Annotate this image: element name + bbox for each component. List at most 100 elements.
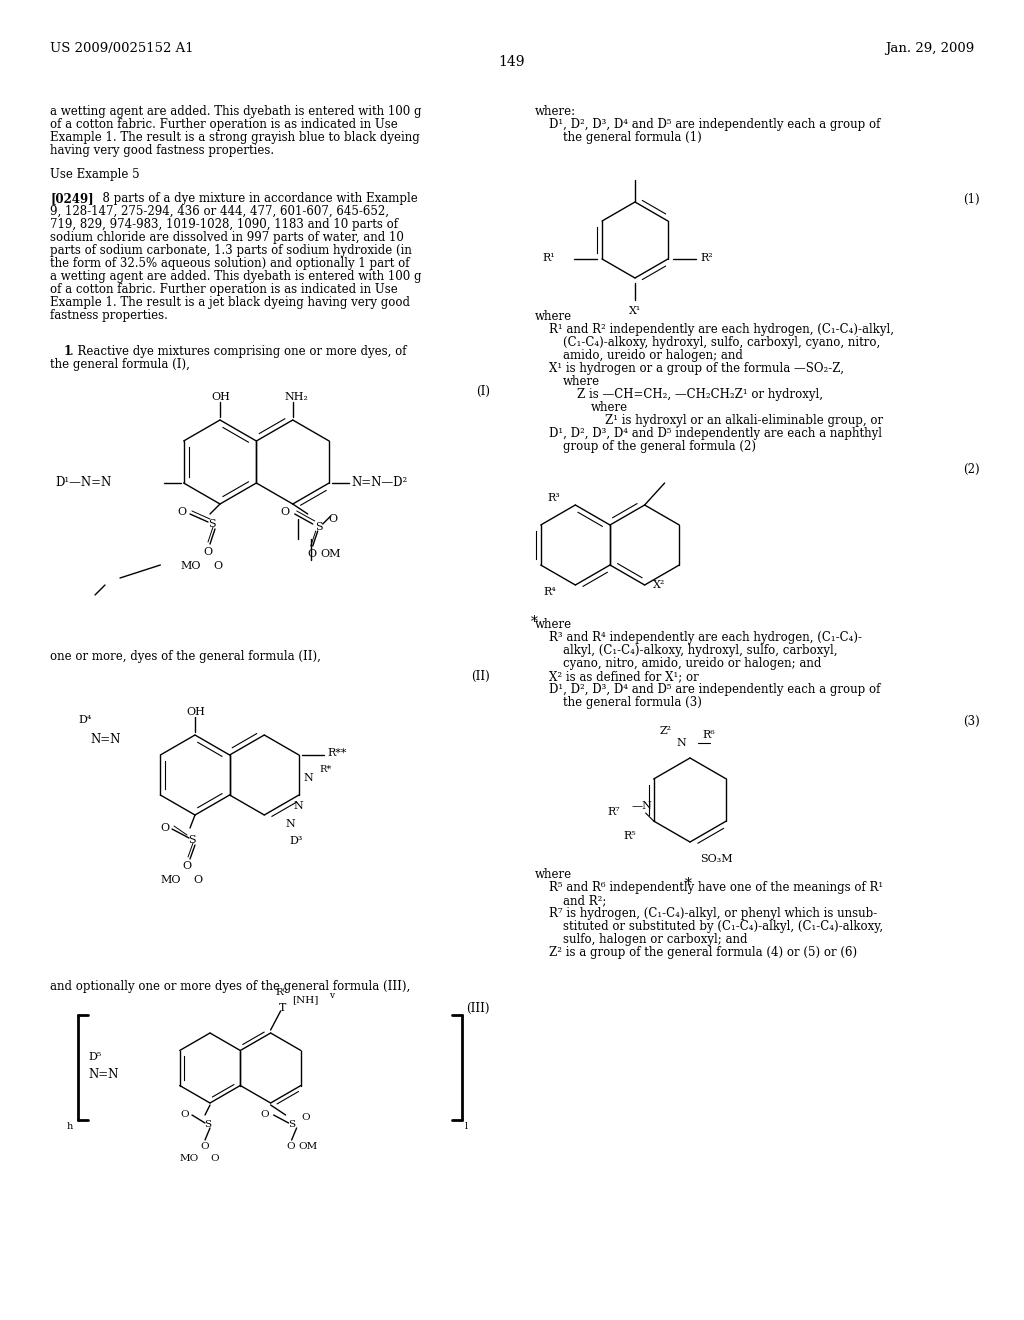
Text: Example 1. The result is a strong grayish blue to black dyeing: Example 1. The result is a strong grayis… (50, 131, 420, 144)
Text: R⁶: R⁶ (702, 730, 715, 741)
Text: MO: MO (180, 561, 201, 572)
Text: N=N: N=N (88, 1068, 119, 1081)
Text: and R²;: and R²; (563, 894, 606, 907)
Text: MO: MO (180, 1154, 200, 1163)
Text: O: O (200, 1142, 209, 1151)
Text: D¹—N=N: D¹—N=N (55, 477, 112, 488)
Text: Z is —CH=CH₂, —CH₂CH₂Z¹ or hydroxyl,: Z is —CH=CH₂, —CH₂CH₂Z¹ or hydroxyl, (577, 388, 823, 401)
Text: fastness properties.: fastness properties. (50, 309, 168, 322)
Text: l: l (465, 1122, 468, 1131)
Text: the general formula (I),: the general formula (I), (50, 358, 189, 371)
Text: Z² is a group of the general formula (4) or (5) or (6): Z² is a group of the general formula (4)… (549, 946, 857, 960)
Text: of a cotton fabric. Further operation is as indicated in Use: of a cotton fabric. Further operation is… (50, 117, 397, 131)
Text: R⁷: R⁷ (607, 807, 621, 817)
Text: the general formula (1): the general formula (1) (563, 131, 701, 144)
Text: R⁵ and R⁶ independently have one of the meanings of R¹: R⁵ and R⁶ independently have one of the … (549, 880, 883, 894)
Text: a wetting agent are added. This dyebath is entered with 100 g: a wetting agent are added. This dyebath … (50, 106, 422, 117)
Text: X² is as defined for X¹; or: X² is as defined for X¹; or (549, 671, 698, 682)
Text: Example 1. The result is a jet black dyeing having very good: Example 1. The result is a jet black dye… (50, 296, 410, 309)
Text: Use Example 5: Use Example 5 (50, 168, 139, 181)
Text: 9, 128-147, 275-294, 436 or 444, 477, 601-607, 645-652,: 9, 128-147, 275-294, 436 or 444, 477, 60… (50, 205, 389, 218)
Text: O: O (281, 507, 290, 517)
Text: where: where (591, 401, 628, 414)
Text: N: N (286, 818, 296, 829)
Text: . Reactive dye mixtures comprising one or more dyes, of: . Reactive dye mixtures comprising one o… (70, 345, 407, 358)
Text: N=N—D²: N=N—D² (351, 477, 408, 488)
Text: X²: X² (652, 579, 665, 590)
Text: where: where (535, 618, 572, 631)
Text: [0249]: [0249] (50, 191, 93, 205)
Text: stituted or substituted by (C₁-C₄)-alkyl, (C₁-C₄)-alkoxy,: stituted or substituted by (C₁-C₄)-alkyl… (563, 920, 883, 933)
Text: O: O (193, 875, 202, 884)
Text: the general formula (3): the general formula (3) (563, 696, 701, 709)
Text: [NH]: [NH] (293, 995, 319, 1005)
Text: O: O (182, 861, 191, 871)
Text: where: where (563, 375, 600, 388)
Text: cyano, nitro, amido, ureido or halogen; and: cyano, nitro, amido, ureido or halogen; … (563, 657, 821, 671)
Text: *: * (685, 876, 692, 891)
Text: O: O (177, 507, 186, 517)
Text: US 2009/0025152 A1: US 2009/0025152 A1 (50, 42, 194, 55)
Text: 149: 149 (499, 55, 525, 69)
Text: R⁴: R⁴ (544, 587, 556, 597)
Text: h: h (67, 1122, 73, 1131)
Text: a wetting agent are added. This dyebath is entered with 100 g: a wetting agent are added. This dyebath … (50, 271, 422, 282)
Text: R⁰: R⁰ (275, 987, 288, 997)
Text: D⁵: D⁵ (88, 1052, 101, 1063)
Text: S: S (204, 1119, 211, 1129)
Text: R⁵: R⁵ (624, 832, 636, 841)
Text: the form of 32.5% aqueous solution) and optionally 1 part of: the form of 32.5% aqueous solution) and … (50, 257, 410, 271)
Text: O: O (261, 1110, 269, 1119)
Text: D¹, D², D³, D⁴ and D⁵ are independently each a group of: D¹, D², D³, D⁴ and D⁵ are independently … (549, 682, 881, 696)
Text: D⁴: D⁴ (78, 715, 91, 725)
Text: (1): (1) (964, 193, 980, 206)
Text: X¹ is hydrogen or a group of the formula —SO₂-Z,: X¹ is hydrogen or a group of the formula… (549, 362, 844, 375)
Text: R¹: R¹ (542, 253, 555, 263)
Text: O: O (213, 561, 222, 572)
Text: 1: 1 (63, 345, 72, 358)
Text: OM: OM (299, 1142, 317, 1151)
Text: N: N (294, 801, 304, 810)
Text: (III): (III) (467, 1002, 490, 1015)
Text: N: N (676, 738, 686, 748)
Text: and optionally one or more dyes of the general formula (III),: and optionally one or more dyes of the g… (50, 979, 411, 993)
Text: group of the general formula (2): group of the general formula (2) (563, 440, 756, 453)
Text: O: O (180, 1110, 188, 1119)
Text: R³ and R⁴ independently are each hydrogen, (C₁-C₄)-: R³ and R⁴ independently are each hydroge… (549, 631, 862, 644)
Text: *: * (530, 615, 538, 630)
Text: alkyl, (C₁-C₄)-alkoxy, hydroxyl, sulfo, carboxyl,: alkyl, (C₁-C₄)-alkoxy, hydroxyl, sulfo, … (563, 644, 838, 657)
Text: R¹ and R² independently are each hydrogen, (C₁-C₄)-alkyl,: R¹ and R² independently are each hydroge… (549, 323, 894, 337)
Text: (C₁-C₄)-alkoxy, hydroxyl, sulfo, carboxyl, cyano, nitro,: (C₁-C₄)-alkoxy, hydroxyl, sulfo, carboxy… (563, 337, 881, 348)
Text: one or more, dyes of the general formula (II),: one or more, dyes of the general formula… (50, 649, 321, 663)
Text: —N: —N (632, 801, 652, 810)
Text: MO: MO (160, 875, 180, 884)
Text: O: O (210, 1154, 219, 1163)
Text: parts of sodium carbonate, 1.3 parts of sodium hydroxide (in: parts of sodium carbonate, 1.3 parts of … (50, 244, 412, 257)
Text: R⁷ is hydrogen, (C₁-C₄)-alkyl, or phenyl which is unsub-: R⁷ is hydrogen, (C₁-C₄)-alkyl, or phenyl… (549, 907, 878, 920)
Text: Z²: Z² (660, 726, 672, 737)
Text: S: S (289, 1119, 296, 1129)
Text: T: T (279, 1003, 286, 1012)
Text: O: O (160, 822, 169, 833)
Text: R*: R* (318, 766, 331, 774)
Text: where: where (535, 310, 572, 323)
Text: (II): (II) (471, 671, 490, 682)
Text: SO₃M: SO₃M (700, 854, 732, 865)
Text: (I): (I) (476, 385, 490, 399)
Text: N: N (304, 774, 313, 783)
Text: sulfo, halogen or carboxyl; and: sulfo, halogen or carboxyl; and (563, 933, 748, 946)
Text: 719, 829, 974-983, 1019-1028, 1090, 1183 and 10 parts of: 719, 829, 974-983, 1019-1028, 1090, 1183… (50, 218, 398, 231)
Text: O: O (329, 513, 338, 524)
Text: NH₂: NH₂ (285, 392, 308, 403)
Text: OM: OM (321, 549, 341, 558)
Text: N=N: N=N (90, 733, 121, 746)
Text: of a cotton fabric. Further operation is as indicated in Use: of a cotton fabric. Further operation is… (50, 282, 397, 296)
Text: (3): (3) (964, 715, 980, 729)
Text: OH: OH (211, 392, 229, 403)
Text: O: O (308, 549, 316, 558)
Text: (2): (2) (964, 463, 980, 477)
Text: amido, ureido or halogen; and: amido, ureido or halogen; and (563, 348, 742, 362)
Text: S: S (188, 836, 196, 845)
Text: sodium chloride are dissolved in 997 parts of water, and 10: sodium chloride are dissolved in 997 par… (50, 231, 403, 244)
Text: S: S (208, 519, 216, 529)
